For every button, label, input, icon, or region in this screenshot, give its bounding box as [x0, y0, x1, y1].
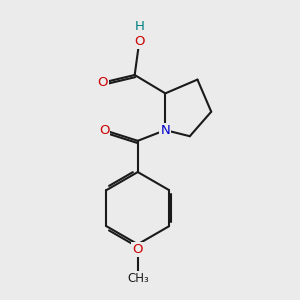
Text: O: O — [97, 76, 108, 89]
Text: O: O — [99, 124, 109, 136]
Text: O: O — [134, 35, 145, 48]
Text: CH₃: CH₃ — [127, 272, 148, 285]
Text: H: H — [134, 20, 144, 32]
Text: O: O — [133, 243, 143, 256]
Text: N: N — [160, 124, 170, 136]
